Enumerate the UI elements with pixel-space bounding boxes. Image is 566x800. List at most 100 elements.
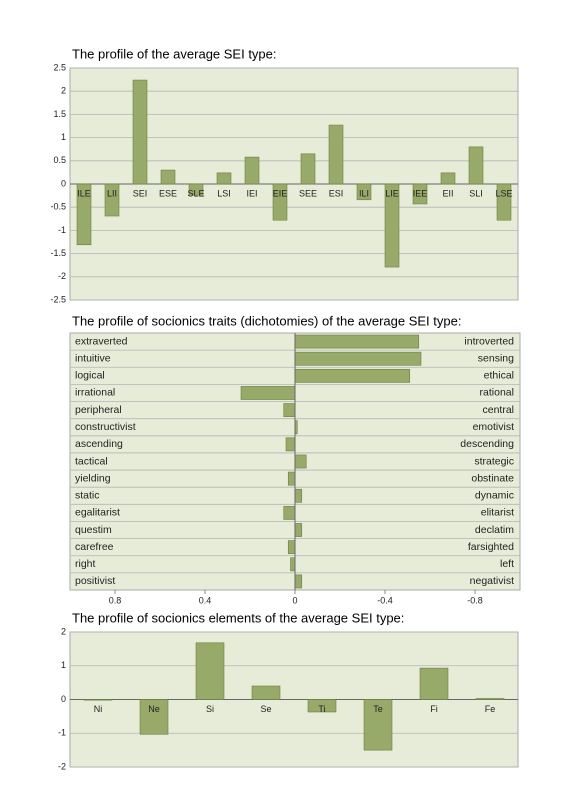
right-label: farsighted — [468, 541, 514, 553]
x-tick-label: Ti — [318, 704, 325, 714]
y-tick-label: 2 — [61, 86, 66, 96]
right-label: obstinate — [471, 472, 514, 484]
y-tick-label: -2 — [58, 271, 66, 281]
bar — [132, 79, 148, 185]
chart-title: The profile of socionics traits (dichoto… — [72, 313, 461, 328]
bar — [294, 454, 307, 469]
x-tick-label: ESE — [159, 188, 177, 198]
bar — [496, 183, 512, 221]
x-tick-label: LSI — [217, 188, 231, 198]
right-label: declatim — [475, 524, 514, 536]
x-tick-label: Ne — [148, 704, 160, 714]
chart-title: The profile of socionics elements of the… — [72, 610, 404, 625]
right-label: ethical — [484, 370, 514, 382]
left-label: static — [75, 490, 100, 502]
left-label: irrational — [75, 387, 115, 399]
x-tick-label: ESI — [329, 188, 344, 198]
bar — [384, 183, 400, 268]
bar — [300, 153, 316, 185]
left-label: constructivist — [75, 421, 136, 433]
bar — [287, 471, 296, 486]
y-tick-label: -0.5 — [50, 202, 66, 212]
x-tick-label: Fe — [485, 704, 496, 714]
x-tick-label: -0.8 — [467, 595, 483, 605]
y-tick-label: -2 — [58, 761, 66, 771]
right-label: left — [500, 558, 514, 570]
y-tick-label: 1.5 — [53, 109, 66, 119]
x-tick-label: EIE — [273, 188, 288, 198]
bar — [363, 699, 393, 751]
bar — [294, 574, 303, 589]
right-label: dynamic — [475, 490, 514, 502]
bar — [294, 368, 411, 383]
left-label: peripheral — [75, 404, 122, 416]
y-tick-label: 0 — [61, 178, 66, 188]
bar — [468, 146, 484, 185]
bar — [287, 540, 296, 555]
x-tick-label: Te — [373, 704, 383, 714]
x-tick-label: IEI — [246, 188, 257, 198]
right-label: descending — [460, 438, 514, 450]
x-tick-label: -0.4 — [377, 595, 393, 605]
y-tick-label: -1 — [58, 728, 66, 738]
bar — [104, 183, 120, 217]
x-tick-label: Se — [260, 704, 271, 714]
left-label: egalitarist — [75, 507, 120, 519]
x-tick-label: SEI — [133, 188, 148, 198]
x-tick-label: SEE — [299, 188, 317, 198]
right-label: sensing — [478, 352, 514, 364]
y-tick-label: 1 — [61, 660, 66, 670]
left-label: carefree — [75, 541, 114, 553]
left-label: tactical — [75, 455, 108, 467]
y-tick-label: -1.5 — [50, 248, 66, 258]
bar — [285, 437, 296, 452]
x-tick-label: 0 — [292, 595, 297, 605]
bar — [307, 699, 337, 713]
left-label: right — [75, 558, 96, 570]
x-tick-label: 0.8 — [109, 595, 122, 605]
right-label: emotivist — [473, 421, 515, 433]
bar — [272, 183, 288, 221]
bar — [76, 183, 92, 246]
left-label: questim — [75, 524, 112, 536]
x-tick-label: Fi — [430, 704, 438, 714]
x-tick-label: IEE — [413, 188, 428, 198]
bar — [139, 699, 169, 735]
y-tick-label: 2 — [61, 626, 66, 636]
bar — [160, 169, 176, 185]
x-tick-label: 0.4 — [199, 595, 212, 605]
bar — [294, 488, 303, 503]
bar — [83, 699, 113, 701]
x-tick-label: Si — [206, 704, 214, 714]
left-label: ascending — [75, 438, 123, 450]
left-label: extraverted — [75, 335, 128, 347]
y-tick-label: 2.5 — [53, 62, 66, 72]
right-label: central — [482, 404, 514, 416]
chart-title: The profile of the average SEI type: — [72, 46, 277, 61]
bar — [328, 124, 344, 185]
bar — [195, 642, 225, 700]
x-tick-label: SLI — [469, 188, 483, 198]
bar — [412, 183, 428, 205]
x-tick-label: SLE — [187, 188, 204, 198]
left-label: positivist — [75, 575, 115, 587]
left-label: yielding — [75, 472, 111, 484]
x-tick-label: LSE — [495, 188, 512, 198]
bar — [475, 698, 505, 700]
bar — [356, 183, 372, 201]
bar — [294, 334, 420, 349]
x-tick-label: Ni — [94, 704, 103, 714]
y-tick-label: 0 — [61, 694, 66, 704]
bar — [216, 172, 232, 185]
bar — [251, 685, 281, 700]
x-tick-label: ILI — [359, 188, 369, 198]
y-tick-label: 0.5 — [53, 155, 66, 165]
bar — [440, 172, 456, 185]
bar — [290, 557, 296, 572]
bar — [283, 506, 296, 520]
right-label: elitarist — [481, 507, 514, 519]
x-tick-label: LII — [107, 188, 117, 198]
left-label: intuitive — [75, 352, 111, 364]
